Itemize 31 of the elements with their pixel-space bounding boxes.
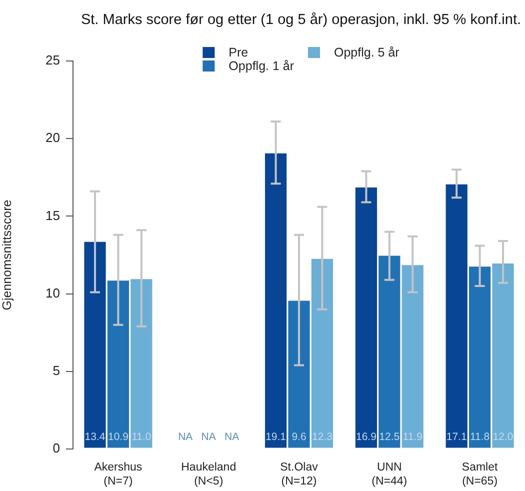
data-label: 13.4 (84, 430, 106, 443)
data-label: 12.5 (379, 430, 400, 443)
y-tick-label: 5 (52, 362, 60, 378)
legend-label: Oppflg. 5 år (334, 45, 400, 60)
legend-label: Pre (228, 45, 248, 60)
x-tick-label: Samlet (N=65) (462, 461, 498, 488)
y-tick-label: 0 (52, 440, 60, 456)
x-tick-label: St.Olav (N=12) (280, 461, 318, 488)
text: NA (178, 430, 193, 443)
x-tick-label: UNN (N=44) (372, 461, 408, 488)
y-tick-label: 25 (46, 52, 60, 68)
data-label: 9.6 (292, 430, 306, 443)
data-label: 12.0 (492, 430, 514, 443)
y-tick-label: 15 (46, 208, 60, 223)
y-tick-label: 10 (46, 285, 60, 300)
x-tick-label: Akershus (N=7) (94, 461, 142, 488)
legend-label: Oppflg. 1 år (228, 58, 294, 73)
y-axis-title: Gjennomsnittsscore (0, 200, 14, 310)
data-label: 11.9 (402, 430, 423, 443)
data-label: 17.1 (446, 430, 467, 443)
data-label: 12.3 (312, 430, 333, 443)
data-label: 16.9 (356, 430, 377, 443)
x-tick-label: Haukeland (N<5) (181, 461, 236, 488)
text: NA (201, 430, 216, 443)
text: NA (224, 430, 240, 443)
data-label: 19.1 (266, 430, 286, 443)
y-tick-label: 20 (46, 130, 60, 146)
data-label: 10.9 (108, 430, 129, 443)
data-label: 11.0 (132, 430, 152, 443)
chart-title: St. Marks score før og etter (1 og 5 år) operasjon, inkl. 95 % konf.int. (80, 12, 522, 28)
data-label: 11.8 (470, 430, 490, 443)
